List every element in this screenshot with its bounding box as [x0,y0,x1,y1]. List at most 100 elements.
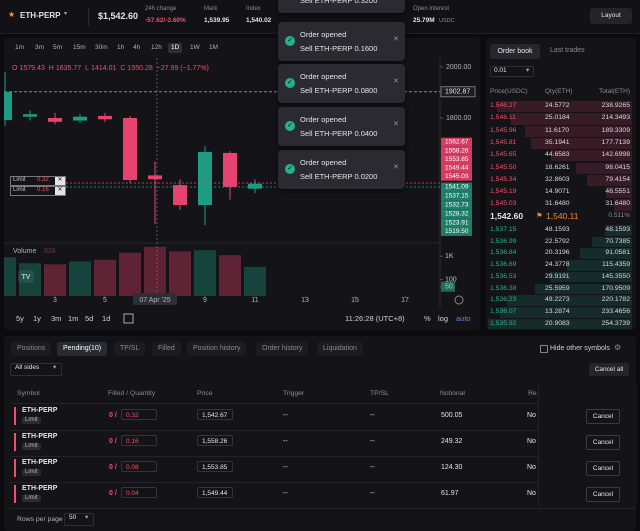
x-tick-label: 15 [351,297,359,304]
range-button[interactable]: 1d [102,314,111,323]
ob-price: 1,536.99 [490,237,517,245]
ob-price: 1,545.65 [490,151,517,159]
layout-button[interactable]: Layout [590,8,632,24]
checkbox[interactable] [540,345,548,353]
depth-bar [507,295,632,306]
depth-bar [587,174,632,187]
order-price[interactable]: 1,558.26 [197,435,233,446]
ohlc-change: −27.99 (−1.77%) [156,65,209,72]
order-tag-close[interactable]: ✕ [55,177,65,185]
volume-tick-label: 1K [445,253,454,260]
order-price[interactable]: 1,553.85 [197,461,233,472]
volume-bar [219,255,241,296]
orders-tab[interactable]: Positions [11,342,52,357]
cancel-button[interactable]: Cancel [586,435,620,450]
clock: 11:26:28 (UTC+8) [345,314,405,323]
rows-per-page-label: Rows per page [17,516,63,523]
scale-button[interactable]: % [424,314,431,323]
scale-button[interactable]: log [438,314,449,323]
orderbook-tab[interactable]: Last trades [550,47,585,54]
orders-tab[interactable]: TP/SL [114,342,146,357]
row-divider [10,403,636,404]
sell-price-label: 1545.03 [445,173,469,180]
toast-close[interactable]: ✕ [393,164,399,171]
orders-tab[interactable]: Filled [152,342,181,357]
range-button[interactable]: 1y [33,314,41,323]
x-tick-label: 5 [103,297,107,304]
page-size-select[interactable]: 50 ▾ [64,513,94,526]
order-tag-close[interactable]: ✕ [55,187,65,195]
toast-title: Order opened [300,158,347,167]
order-tag[interactable]: Limit 0.32 ✕ [10,176,66,186]
toast-text: Sell ETH-PERP 0.0200 [300,172,378,181]
ob-price: 1,545.96 [490,126,517,134]
action-column: Cancel Cancel Cancel Cancel [538,384,637,506]
x-tick-label: 9 [203,297,207,304]
hide-other-label[interactable]: Hide other symbols [550,345,610,352]
ob-total: 142.6998 [601,151,630,159]
cancel-button[interactable]: Cancel [586,409,620,424]
timeframe-button[interactable]: 1D [168,43,183,53]
timeframe-button[interactable]: 15m [73,44,86,51]
timeframe-button[interactable]: 5m [53,44,63,51]
cancel-button[interactable]: Cancel [586,461,620,476]
range-button[interactable]: 5d [85,314,94,323]
calendar-icon[interactable] [123,313,134,324]
range-button[interactable]: 5y [16,314,24,323]
cancel-all-button[interactable]: Cancel all [589,363,629,376]
side-marker [14,407,16,425]
timeframe-button[interactable]: 1W [190,44,200,51]
orders-tab[interactable]: Order history [256,342,309,357]
cancel-button[interactable]: Cancel [586,487,620,502]
orders-tab[interactable]: Pending(10) [57,342,108,357]
orders-header: Trigger [283,390,305,397]
price-line-box [440,86,476,98]
order-price[interactable]: 1,542.67 [197,409,233,420]
toast-close[interactable]: ✕ [393,78,399,85]
settings-icon[interactable]: ⚙ [614,343,622,352]
orders-tab[interactable]: Position history [187,342,247,357]
order-qty[interactable]: 0.16 [121,435,157,446]
order-qty[interactable]: 0.08 [121,461,157,472]
orders-tab[interactable]: Liquidation [317,342,363,357]
toast: ✓ Order opened Sell ETH-PERP 0.0200 ✕ [278,150,405,189]
timeframe-button[interactable]: 3m [35,44,45,51]
stat-unit: USDC [439,17,455,24]
tick-select[interactable]: 0.01 ▾ [490,66,534,77]
order-qty[interactable]: 0.32 [121,409,157,420]
ohlc-label: O [12,65,18,72]
order-filled: 0 / [109,464,117,471]
dropdown-caret[interactable]: ▾ [64,11,68,17]
toast-close[interactable]: ✕ [393,36,399,43]
ob-total: 48.1593 [605,226,630,233]
orderbook-tab[interactable]: Order book [490,44,540,59]
range-button[interactable]: 3m [51,314,62,323]
timeframe-button[interactable]: 1h [117,44,125,51]
stat-value: 25.79M [413,17,435,24]
timeframe-button[interactable]: 30m [95,44,108,51]
settings-icon[interactable] [454,295,464,305]
symbol-select[interactable]: ETH-PERP [20,11,61,20]
order-price[interactable]: 1,549.44 [197,487,233,498]
order-filled: 0 / [109,412,117,419]
order-type: Limit [22,469,41,477]
scale-button[interactable]: auto [456,314,471,323]
star-icon[interactable]: ★ [8,10,16,19]
timeframe-button[interactable]: 1M [209,44,219,51]
timeframe-button[interactable]: 4h [133,44,141,51]
buy-price-label: 1528.32 [445,210,469,217]
timeframe-button[interactable]: 1m [15,44,25,51]
range-button[interactable]: 1m [68,314,79,323]
ohlc-value: 1635.77 [55,65,82,72]
x-tick-label: 07 Apr '25 [139,297,170,304]
ohlc-legend: O 1579.43 H 1635.77 L 1414.01 C 1550.28 −27.99 (… [12,65,209,73]
order-qty[interactable]: 0.04 [121,487,157,498]
ob-qty: 20.3196 [545,249,570,257]
order-reduce: No [527,438,536,445]
side-filter[interactable]: All sides ▾ [10,363,62,376]
ob-qty: 32.8603 [545,175,570,183]
order-tag[interactable]: Limit 0.16 ✕ [10,186,66,196]
timeframe-button[interactable]: 12h [151,44,162,51]
toast-close[interactable]: ✕ [393,121,399,128]
